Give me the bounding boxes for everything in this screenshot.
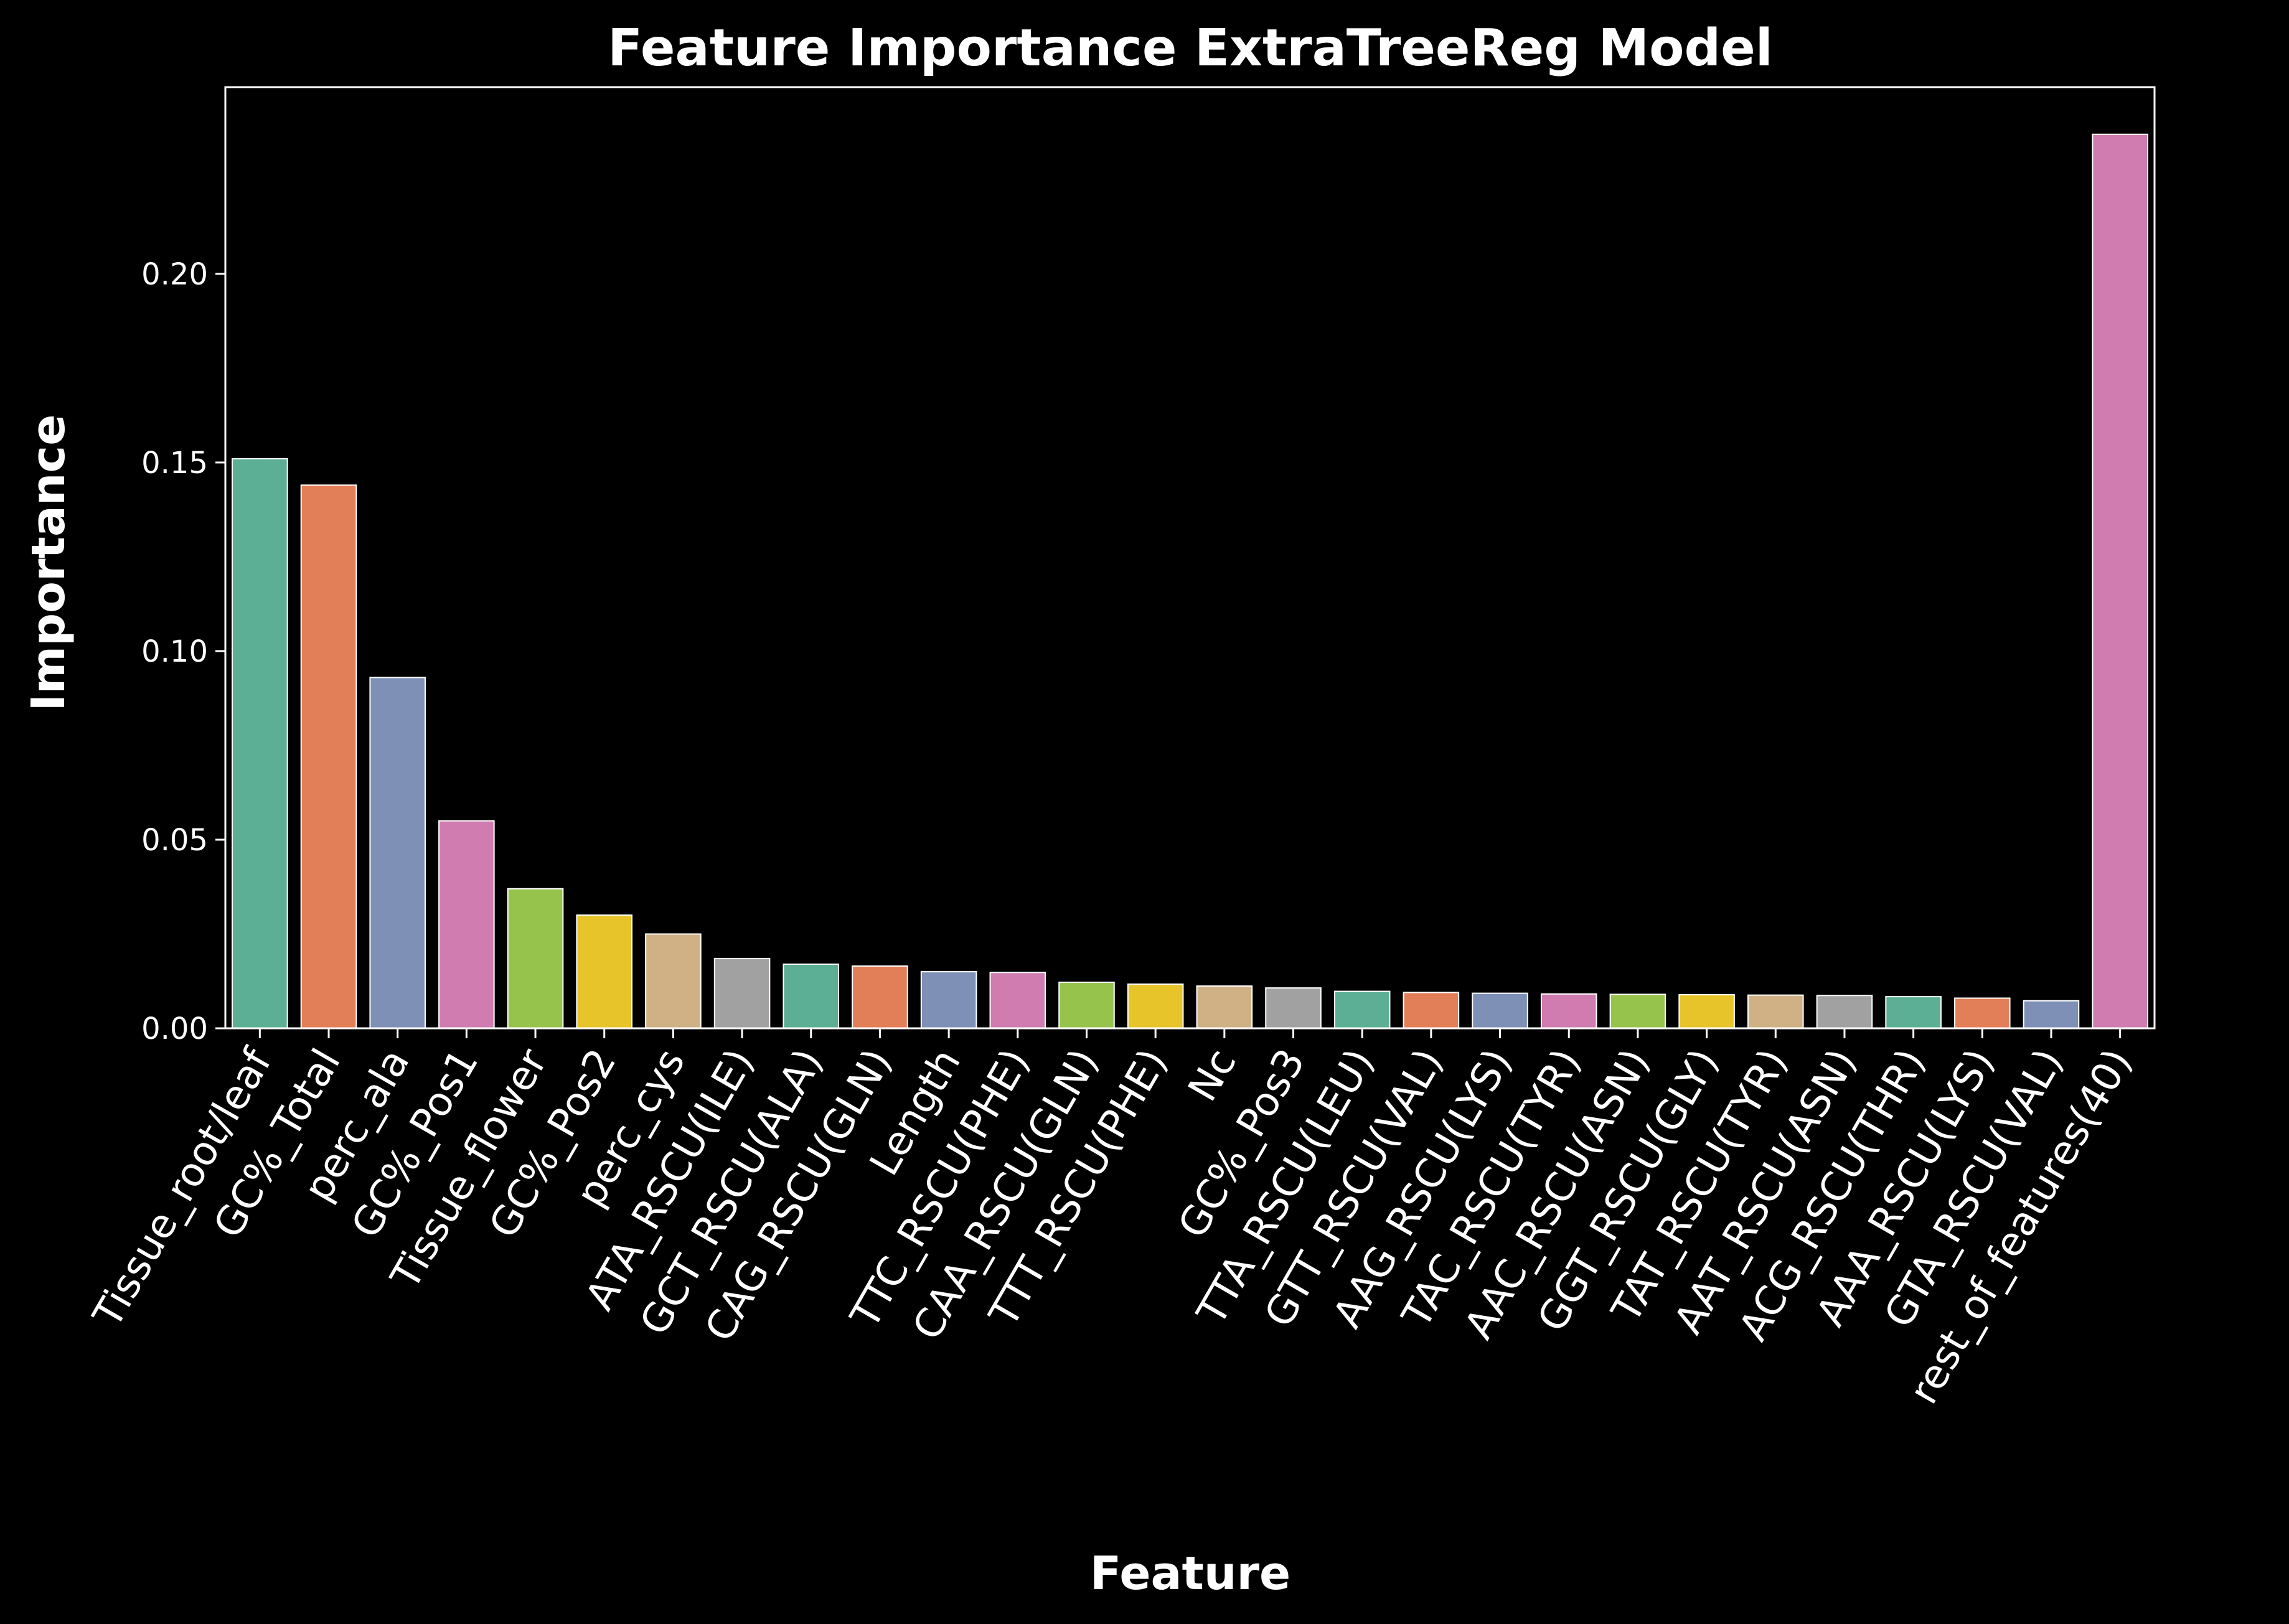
y-tick-label-2: 0.10 bbox=[141, 634, 208, 669]
bar-2 bbox=[369, 677, 426, 1029]
y-axis-ticks: 0.00 0.05 0.10 0.15 0.20 bbox=[141, 257, 225, 1046]
bar-10 bbox=[920, 971, 977, 1029]
bar-16 bbox=[1333, 990, 1391, 1030]
bar-25 bbox=[1954, 997, 2011, 1030]
bar-21 bbox=[1678, 994, 1735, 1030]
bar-12 bbox=[1058, 982, 1115, 1029]
bar-4 bbox=[507, 888, 564, 1029]
bar-17 bbox=[1403, 992, 1460, 1029]
bars-group bbox=[232, 133, 2148, 1030]
bar-13 bbox=[1127, 983, 1184, 1029]
plot-frame bbox=[224, 86, 2156, 1030]
bar-6 bbox=[645, 933, 702, 1029]
bar-9 bbox=[852, 965, 908, 1030]
x-axis-label: Feature bbox=[1090, 1547, 1290, 1600]
bar-20 bbox=[1609, 993, 1666, 1029]
chart-title: Feature Importance ExtraTreeReg Model bbox=[608, 19, 1773, 78]
bar-1 bbox=[300, 484, 357, 1029]
y-tick-label-4: 0.20 bbox=[141, 257, 208, 292]
y-tick-label-0: 0.00 bbox=[141, 1011, 208, 1046]
y-axis-label: Importance bbox=[22, 415, 75, 711]
bar-3 bbox=[438, 820, 495, 1029]
bar-14 bbox=[1196, 985, 1253, 1030]
bar-7 bbox=[713, 957, 771, 1030]
bar-18 bbox=[1472, 992, 1528, 1029]
y-tick-label-1: 0.05 bbox=[141, 823, 208, 858]
bar-15 bbox=[1265, 987, 1322, 1030]
bar-27 bbox=[2092, 133, 2148, 1030]
bar-22 bbox=[1747, 994, 1804, 1029]
bar-0 bbox=[232, 458, 288, 1029]
bar-11 bbox=[989, 972, 1046, 1029]
bar-8 bbox=[783, 963, 840, 1029]
bar-23 bbox=[1816, 995, 1873, 1030]
bar-26 bbox=[2023, 1000, 2080, 1029]
y-tick-label-3: 0.15 bbox=[141, 446, 208, 481]
bar-24 bbox=[1885, 996, 1942, 1029]
bar-5 bbox=[576, 914, 633, 1030]
bar-19 bbox=[1540, 993, 1597, 1029]
